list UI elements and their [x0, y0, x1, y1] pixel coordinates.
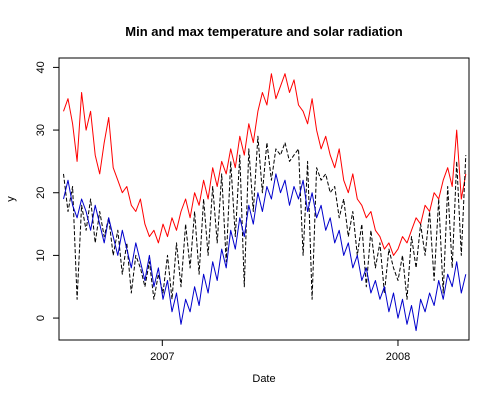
y-tick-label: 0	[35, 315, 47, 321]
x-tick-label: 2007	[150, 351, 174, 363]
x-tick-label: 2008	[386, 351, 410, 363]
x-axis-label: Date	[252, 373, 275, 385]
series-line-3	[63, 173, 467, 332]
series-line-2	[63, 135, 467, 300]
plot-frame	[58, 57, 470, 341]
chart-title: Min and max temperature and solar radiat…	[125, 24, 402, 39]
y-tick-label: 30	[35, 124, 47, 136]
series-line-1	[63, 73, 467, 256]
y-axis: 0 10 20 30 40	[35, 61, 59, 321]
x-axis: 2007 2008	[150, 340, 410, 363]
y-tick-label: 40	[35, 61, 47, 73]
series-layer	[63, 73, 467, 332]
y-axis-label: y	[5, 196, 17, 202]
y-tick-label: 10	[35, 249, 47, 261]
y-tick-label: 20	[35, 187, 47, 199]
